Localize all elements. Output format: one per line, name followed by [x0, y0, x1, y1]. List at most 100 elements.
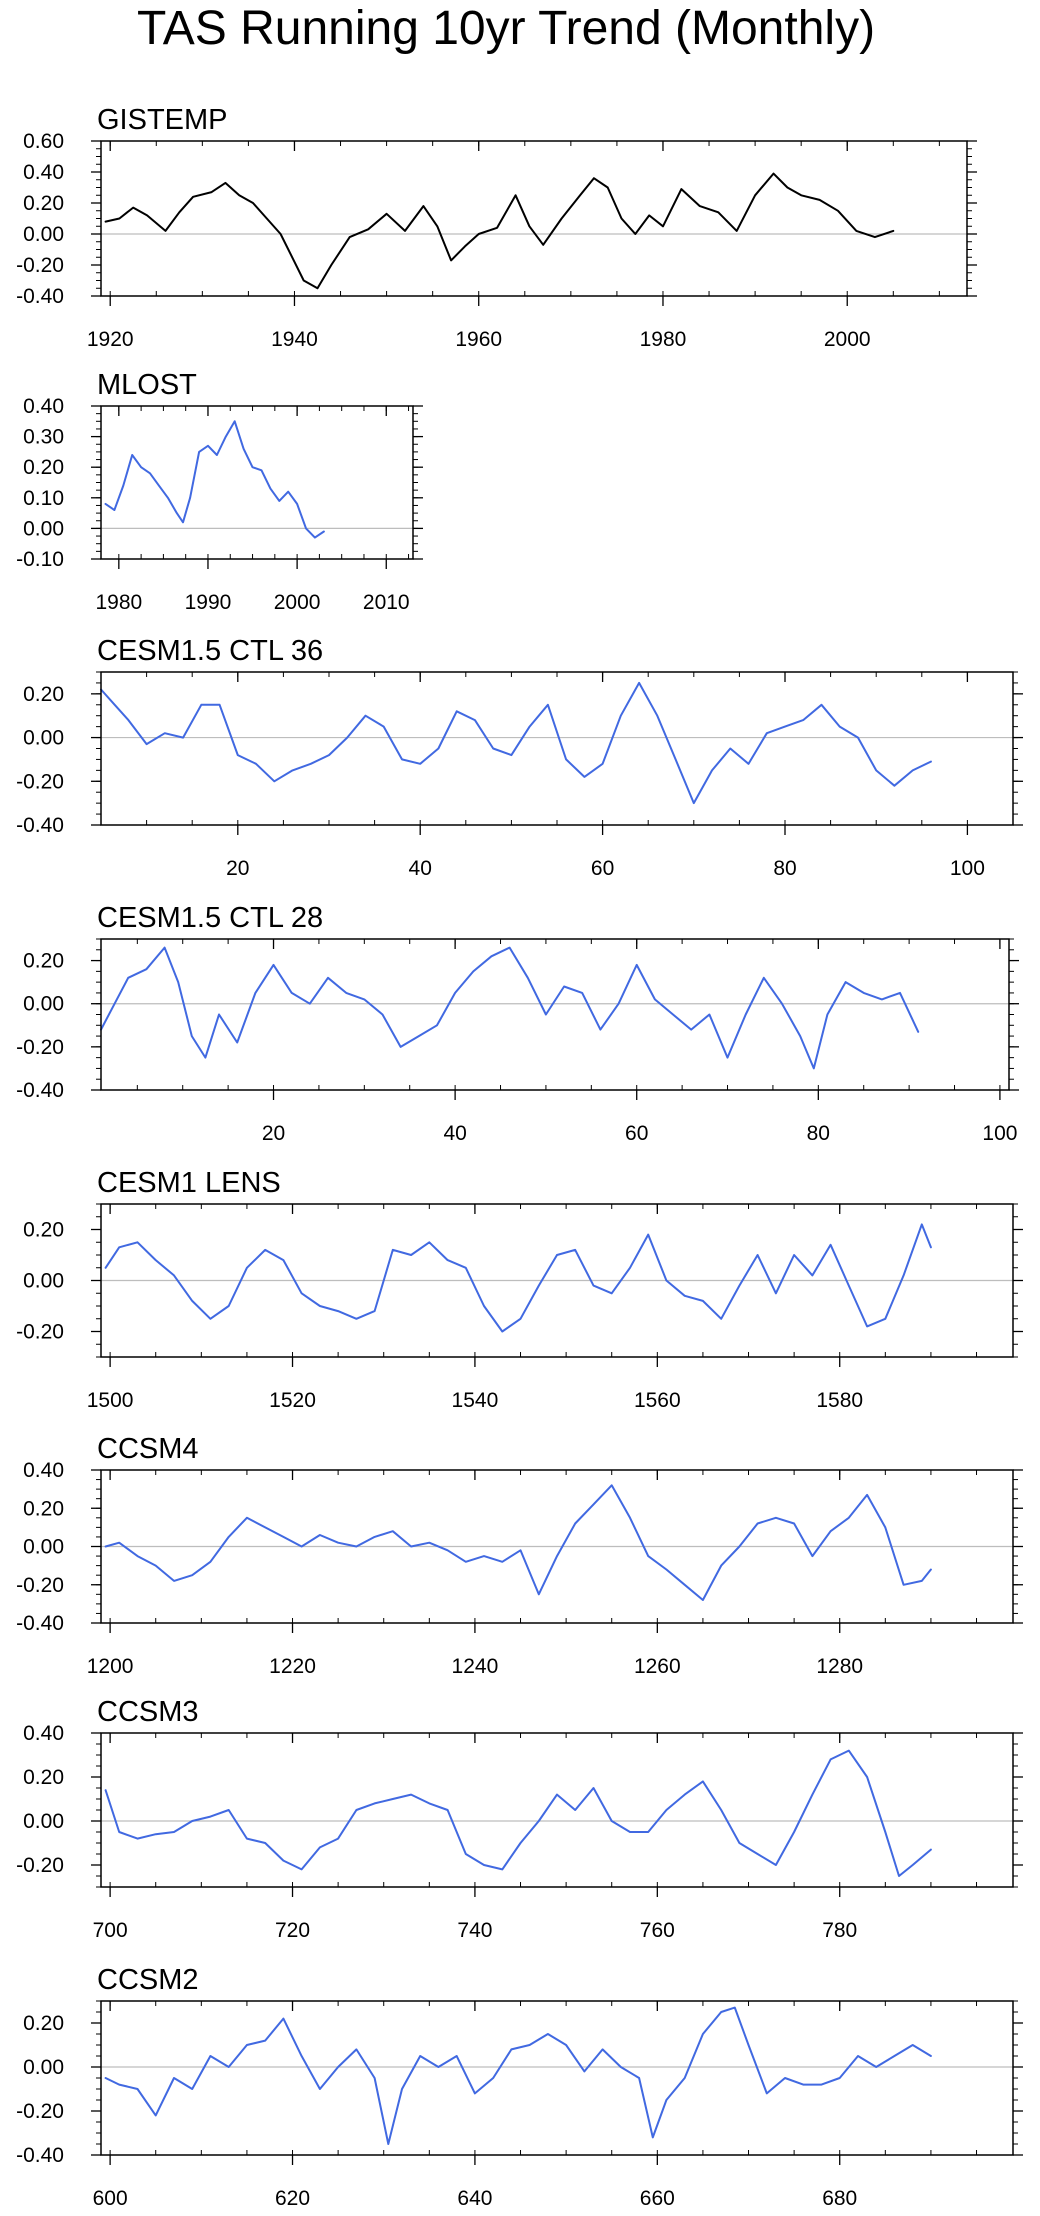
x-tick-label: 1980 [640, 328, 687, 351]
panel-0: GISTEMP 1920 1940 1960 1980 2000 -0.40 -0.20 0.0… [16, 104, 977, 351]
x-tick-label: 700 [93, 1919, 128, 1942]
figure-title: TAS Running 10yr Trend (Monthly) [137, 2, 875, 55]
plot-frame [100, 938, 1010, 1091]
y-tick-label: 0.40 [23, 1459, 64, 1482]
series-line-0 [104, 420, 325, 539]
x-tick-label: 60 [591, 857, 614, 880]
plot-frame [100, 2000, 1014, 2156]
series-line-0 [104, 2006, 932, 2145]
panel-1: MLOST 1980 1990 2000 2010 -0.10 0.00 0.10 0.20 0.… [16, 369, 423, 614]
y-tick-label: 0.40 [23, 395, 64, 418]
panel-title: MLOST [97, 369, 197, 401]
plot-frame [100, 140, 968, 297]
y-tick-label: 0.00 [23, 1810, 64, 1833]
y-tick-label: 0.20 [23, 1497, 64, 1520]
series-line-0 [104, 172, 895, 290]
x-tick-label: 1240 [452, 1655, 499, 1678]
x-tick-label: 1990 [185, 591, 232, 614]
y-tick-label: 0.00 [23, 727, 64, 750]
x-tick-label: 20 [262, 1122, 285, 1145]
x-tick-label: 60 [625, 1122, 648, 1145]
y-tick-label: 0.10 [23, 487, 64, 510]
panel-5: CCSM4 1200 1220 1240 1260 1280 -0.40 -0.20 0.00 0… [16, 1433, 1023, 1678]
x-tick-label: 1520 [269, 1389, 316, 1412]
series-line-0 [100, 946, 920, 1070]
panel-title: CCSM3 [97, 1696, 199, 1728]
plot-frame [100, 1203, 1014, 1358]
series-line-0 [104, 1484, 932, 1601]
y-tick-label: -0.20 [16, 770, 64, 793]
x-tick-label: 1580 [816, 1389, 863, 1412]
x-tick-label: 100 [982, 1122, 1017, 1145]
y-tick-label: 0.20 [23, 2012, 64, 2035]
x-tick-label: 2000 [824, 328, 871, 351]
plot-frame [100, 1469, 1014, 1624]
y-tick-label: 0.20 [23, 950, 64, 973]
y-tick-label: -0.40 [16, 814, 64, 837]
y-tick-label: -0.40 [16, 1612, 64, 1635]
y-tick-label: -0.20 [16, 1854, 64, 1877]
y-tick-label: 0.00 [23, 223, 64, 246]
panel-title: CCSM2 [97, 1964, 199, 1996]
x-tick-label: 600 [93, 2187, 128, 2210]
x-tick-label: 2010 [363, 591, 410, 614]
x-tick-label: 720 [275, 1919, 310, 1942]
panel-title: CESM1 LENS [97, 1167, 281, 1199]
x-tick-label: 1560 [634, 1389, 681, 1412]
x-tick-label: 80 [773, 857, 796, 880]
panels: GISTEMP 1920 1940 1960 1980 2000 -0.40 -0.20 0.0… [16, 104, 1023, 2210]
x-tick-label: 1940 [271, 328, 318, 351]
y-tick-label: -0.40 [16, 1079, 64, 1102]
y-tick-label: -0.20 [16, 1574, 64, 1597]
y-tick-label: 0.20 [23, 192, 64, 215]
panel-3: CESM1.5 CTL 28 20 40 60 80 100 -0.40 -0.20 0.00 0… [16, 902, 1019, 1145]
series-line-0 [104, 1749, 932, 1877]
y-tick-label: -0.20 [16, 1036, 64, 1059]
x-tick-label: 1220 [269, 1655, 316, 1678]
x-tick-label: 1500 [87, 1389, 134, 1412]
y-tick-label: 0.00 [23, 993, 64, 1016]
x-tick-label: 2000 [274, 591, 321, 614]
panel-title: GISTEMP [97, 104, 228, 136]
x-tick-label: 1280 [816, 1655, 863, 1678]
y-tick-label: 0.40 [23, 161, 64, 184]
y-tick-label: 0.60 [23, 130, 64, 153]
y-tick-label: -0.20 [16, 2100, 64, 2123]
x-tick-label: 680 [822, 2187, 857, 2210]
x-tick-label: 1980 [95, 591, 142, 614]
y-tick-label: 0.40 [23, 1722, 64, 1745]
x-tick-label: 40 [443, 1122, 466, 1145]
x-tick-label: 760 [640, 1919, 675, 1942]
y-tick-label: 0.20 [23, 1219, 64, 1242]
x-tick-label: 80 [807, 1122, 830, 1145]
series-line-0 [104, 1223, 932, 1333]
y-tick-label: 0.00 [23, 2056, 64, 2079]
panel-title: CESM1.5 CTL 28 [97, 902, 323, 934]
plot-frame [100, 1732, 1014, 1888]
y-tick-label: 0.20 [23, 683, 64, 706]
y-tick-label: -0.10 [16, 548, 64, 571]
y-tick-label: 0.20 [23, 1766, 64, 1789]
x-tick-label: 780 [822, 1919, 857, 1942]
plot-frame [100, 405, 414, 560]
x-tick-label: 20 [226, 857, 249, 880]
y-tick-label: -0.20 [16, 254, 64, 277]
series-line-0 [100, 681, 932, 805]
x-tick-label: 1540 [452, 1389, 499, 1412]
x-tick-label: 640 [457, 2187, 492, 2210]
x-tick-label: 1200 [87, 1655, 134, 1678]
y-tick-label: 0.00 [23, 1270, 64, 1293]
y-tick-label: 0.00 [23, 1536, 64, 1559]
y-tick-label: -0.20 [16, 1321, 64, 1344]
y-tick-label: -0.40 [16, 285, 64, 308]
y-tick-label: 0.30 [23, 426, 64, 449]
plot-frame [100, 671, 1014, 826]
x-tick-label: 40 [409, 857, 432, 880]
panel-7: CCSM2 600 620 640 660 680 -0.40 -0.20 0.00 0.20 [16, 1964, 1023, 2210]
y-tick-label: 0.20 [23, 456, 64, 479]
x-tick-label: 740 [457, 1919, 492, 1942]
panel-4: CESM1 LENS 1500 1520 1540 1560 1580 -0.20 0.00 0… [16, 1167, 1023, 1412]
panel-title: CESM1.5 CTL 36 [97, 635, 323, 667]
panel-2: CESM1.5 CTL 36 20 40 60 80 100 -0.40 -0.20 0.00 0… [16, 635, 1023, 880]
